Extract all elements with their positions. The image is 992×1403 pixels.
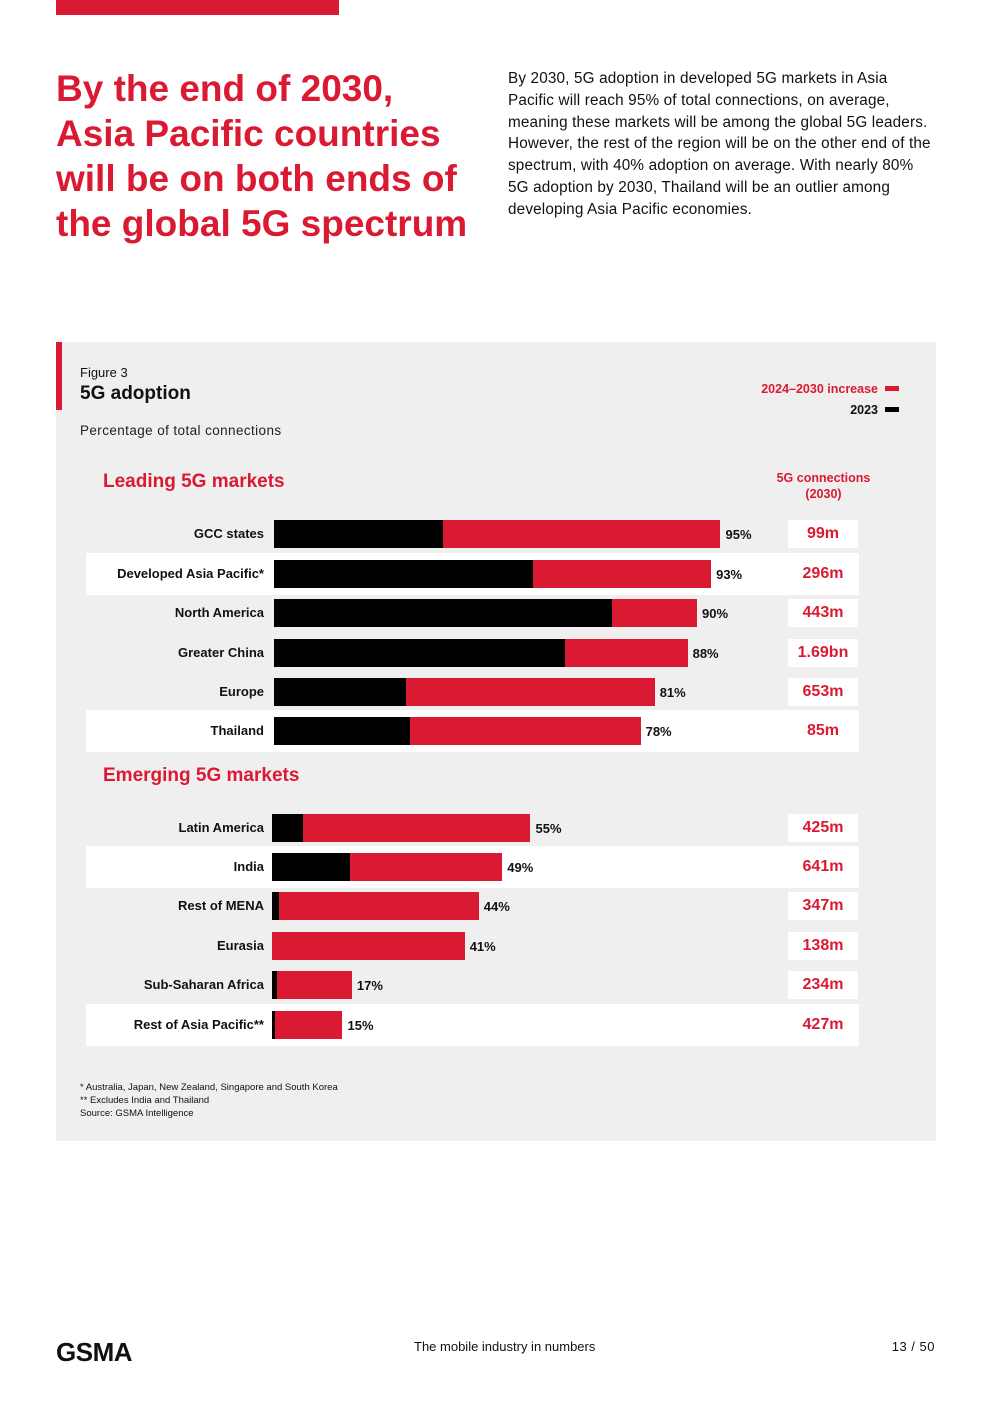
legend-label-2023: 2023 xyxy=(850,402,878,417)
connections-eurasia: 138m xyxy=(788,932,858,960)
legend-swatch-increase xyxy=(885,386,899,391)
bar-value-gcc-states: 95% xyxy=(725,527,752,542)
gsma-logo: GSMA xyxy=(56,1337,133,1367)
legend-label-increase: 2024–2030 increase xyxy=(761,381,878,396)
bar-value-rest-of-asia-pacific: 15% xyxy=(347,1018,374,1033)
connections-thailand: 85m xyxy=(788,717,858,745)
bar-value-europe: 81% xyxy=(659,685,686,700)
bar-2023-developed-asia-pacific xyxy=(274,560,533,588)
figure-label: Figure 3 xyxy=(80,365,128,380)
bar-increase-eurasia xyxy=(272,932,465,960)
bar-2023-north-america xyxy=(274,599,613,627)
connections-header-line2: (2030) xyxy=(805,487,842,501)
footer-title: The mobile industry in numbers xyxy=(414,1339,596,1354)
bar-2023-europe xyxy=(274,678,406,706)
bar-increase-india xyxy=(349,853,503,881)
bar-2023-thailand xyxy=(274,717,411,745)
figure-title: 5G adoption xyxy=(80,383,191,404)
bar-2023-rest-of-asia-pacific xyxy=(272,1011,276,1039)
bar-increase-developed-asia-pacific xyxy=(532,560,712,588)
page-number: 13 / 50 xyxy=(891,1339,935,1354)
bar-label-sub-saharan-africa: Sub-Saharan Africa xyxy=(143,977,264,992)
bar-value-thailand: 78% xyxy=(645,724,672,739)
bar-label-gcc-states: GCC states xyxy=(193,526,264,541)
bar-label-greater-china: Greater China xyxy=(178,645,264,660)
legend-item-increase: 2024–2030 increase xyxy=(761,378,899,399)
bar-label-rest-of-mena: Rest of MENA xyxy=(178,898,264,913)
bar-value-greater-china: 88% xyxy=(692,646,719,661)
panel-accent-bar xyxy=(56,342,62,410)
bar-label-north-america: North America xyxy=(174,605,264,620)
connections-developed-asia-pacific: 296m xyxy=(788,560,858,588)
bar-increase-latin-america xyxy=(302,814,531,842)
bar-value-rest-of-mena: 44% xyxy=(483,899,510,914)
bar-2023-gcc-states xyxy=(274,520,444,548)
bar-value-developed-asia-pacific: 93% xyxy=(716,567,743,582)
bar-label-europe: Europe xyxy=(219,684,264,699)
connections-sub-saharan-africa: 234m xyxy=(788,971,858,999)
figure-subtitle: Percentage of total connections xyxy=(80,423,282,438)
bar-increase-europe xyxy=(405,678,655,706)
legend-swatch-2023 xyxy=(885,407,899,412)
bar-2023-sub-saharan-africa xyxy=(272,971,277,999)
bar-2023-greater-china xyxy=(274,639,566,667)
connections-north-america: 443m xyxy=(788,599,858,627)
connections-rest-of-mena: 347m xyxy=(788,892,858,920)
bar-value-eurasia: 41% xyxy=(469,939,496,954)
row-highlight-rest-of-asia-pacific xyxy=(86,1004,859,1046)
bar-value-north-america: 90% xyxy=(702,606,729,621)
page-headline: By the end of 2030, Asia Pacific countri… xyxy=(56,68,468,244)
connections-gcc-states: 99m xyxy=(788,520,858,548)
bar-increase-greater-china xyxy=(565,639,688,667)
connections-header-line1: 5G connections xyxy=(776,471,871,485)
note-1: * Australia, Japan, New Zealand, Singapo… xyxy=(80,1082,338,1093)
bar-value-sub-saharan-africa: 17% xyxy=(356,978,383,993)
bar-2023-rest-of-mena xyxy=(272,892,280,920)
bar-increase-sub-saharan-africa xyxy=(276,971,352,999)
note-source: Source: GSMA Intelligence xyxy=(80,1108,194,1119)
legend-item-2023: 2023 xyxy=(761,399,899,420)
bar-2023-latin-america xyxy=(272,814,303,842)
intro-paragraph: By 2030, 5G adoption in developed 5G mar… xyxy=(508,70,931,218)
bar-increase-thailand xyxy=(410,717,641,745)
section-title-leading-5g-markets: Leading 5G markets xyxy=(103,471,285,492)
connections-header: 5G connections (2030) xyxy=(756,470,891,502)
bar-increase-rest-of-asia-pacific xyxy=(275,1011,343,1039)
bar-label-developed-asia-pacific: Developed Asia Pacific* xyxy=(117,566,264,581)
connections-latin-america: 425m xyxy=(788,814,858,842)
figure-panel: Figure 3 5G adoption Percentage of total… xyxy=(56,342,936,1141)
figure-notes: * Australia, Japan, New Zealand, Singapo… xyxy=(80,1081,338,1120)
bar-label-rest-of-asia-pacific: Rest of Asia Pacific** xyxy=(133,1017,264,1032)
connections-india: 641m xyxy=(788,853,858,881)
bar-increase-gcc-states xyxy=(443,520,721,548)
top-accent-bar xyxy=(56,0,339,15)
bar-increase-rest-of-mena xyxy=(279,892,479,920)
bar-label-latin-america: Latin America xyxy=(178,820,265,835)
connections-rest-of-asia-pacific: 427m xyxy=(788,1011,858,1039)
section-title-emerging-5g-markets: Emerging 5G markets xyxy=(103,765,300,786)
note-2: ** Excludes India and Thailand xyxy=(80,1095,210,1106)
bar-value-india: 49% xyxy=(507,860,534,875)
bar-label-india: India xyxy=(233,859,264,874)
connections-europe: 653m xyxy=(788,678,858,706)
bar-2023-india xyxy=(272,853,350,881)
bar-increase-north-america xyxy=(612,599,697,627)
bar-label-thailand: Thailand xyxy=(210,723,264,738)
chart-legend: 2024–2030 increase 2023 xyxy=(761,378,899,420)
bar-value-latin-america: 55% xyxy=(535,821,562,836)
connections-greater-china: 1.69bn xyxy=(788,639,858,667)
bar-label-eurasia: Eurasia xyxy=(217,938,264,953)
